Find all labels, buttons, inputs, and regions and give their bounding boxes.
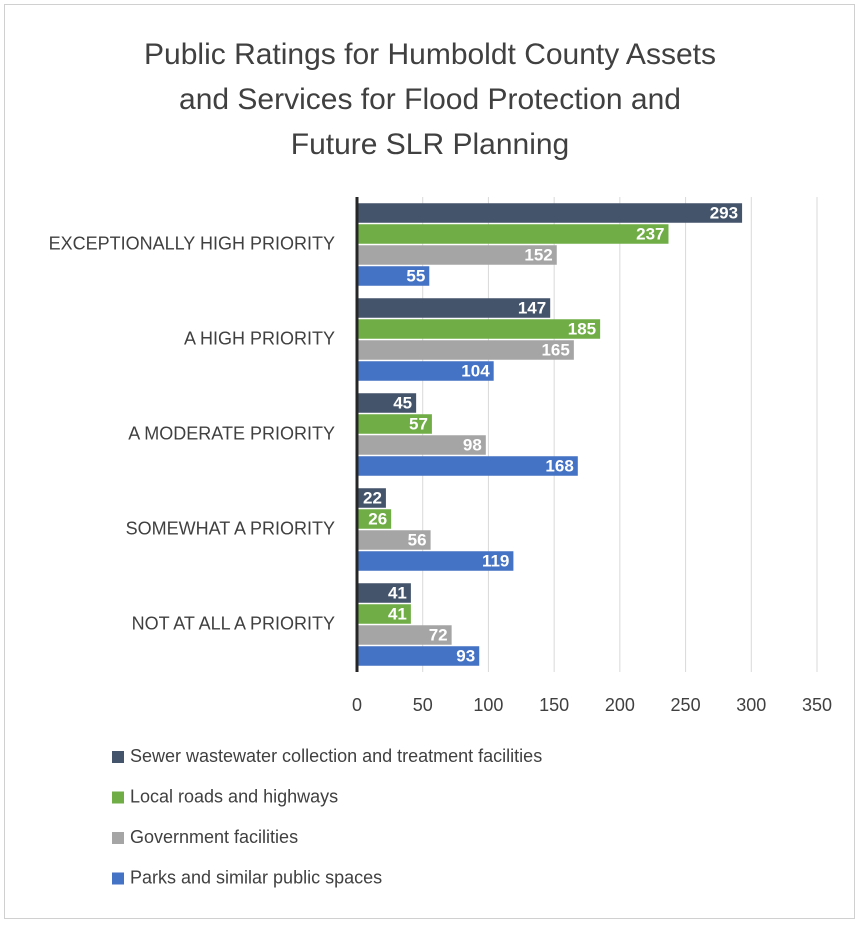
x-tick-label: 100	[473, 695, 503, 715]
x-tick-label: 200	[605, 695, 635, 715]
data-label: 98	[463, 435, 482, 454]
x-tick-label: 350	[802, 695, 832, 715]
data-label: 55	[406, 266, 425, 285]
bar	[357, 551, 514, 571]
bar	[357, 340, 574, 360]
legend-label: Parks and similar public spaces	[130, 867, 382, 887]
data-label: 26	[368, 509, 387, 528]
bar	[357, 266, 430, 286]
legend-swatch	[112, 791, 124, 804]
x-tick-label: 250	[671, 695, 701, 715]
bar	[357, 414, 432, 434]
data-label: 237	[636, 224, 664, 243]
bar	[357, 224, 669, 244]
data-label: 41	[388, 583, 407, 602]
bar	[357, 604, 411, 624]
y-tick-label: EXCEPTIONALLY HIGH PRIORITY	[49, 233, 335, 253]
y-tick-label: A HIGH PRIORITY	[184, 328, 335, 348]
data-label: 165	[541, 340, 569, 359]
data-label: 293	[710, 203, 738, 222]
bar	[357, 245, 557, 265]
data-label: 104	[461, 361, 490, 380]
chart-title: and Services for Flood Protection and	[179, 83, 681, 116]
legend-label: Government facilities	[130, 827, 298, 847]
bar	[357, 583, 411, 603]
data-label: 152	[524, 245, 552, 264]
x-tick-label: 300	[736, 695, 766, 715]
bar	[357, 488, 386, 508]
y-tick-label: SOMEWHAT A PRIORITY	[126, 518, 335, 538]
x-tick-label: 50	[413, 695, 433, 715]
legend-label: Sewer wastewater collection and treatmen…	[130, 746, 542, 766]
legend-swatch	[112, 751, 124, 763]
legend-swatch	[112, 832, 124, 844]
data-label: 147	[518, 298, 546, 317]
data-label: 45	[393, 393, 412, 412]
bar	[357, 298, 551, 318]
bar	[357, 319, 601, 339]
data-label: 185	[568, 319, 596, 338]
bar	[357, 361, 494, 381]
bar	[357, 456, 578, 476]
x-tick-label: 0	[352, 695, 362, 715]
data-label: 56	[408, 530, 427, 549]
x-tick-label: 150	[539, 695, 569, 715]
data-label: 119	[482, 551, 509, 570]
bar	[357, 203, 743, 223]
legend-swatch	[112, 872, 124, 885]
y-tick-label: A MODERATE PRIORITY	[128, 423, 335, 443]
bar	[357, 646, 480, 666]
bar	[357, 530, 431, 550]
data-label: 168	[545, 456, 573, 475]
bar	[357, 625, 452, 645]
bar	[357, 393, 417, 413]
data-label: 22	[363, 488, 382, 507]
data-label: 57	[409, 414, 428, 433]
legend-label: Local roads and highways	[130, 786, 338, 806]
chart-title: Public Ratings for Humboldt County Asset…	[144, 38, 716, 71]
chart-title: Future SLR Planning	[291, 128, 570, 161]
data-label: 72	[429, 625, 448, 644]
bar	[357, 435, 486, 455]
y-tick-label: NOT AT ALL A PRIORITY	[132, 613, 335, 633]
data-label: 93	[456, 646, 475, 665]
bar	[357, 509, 392, 529]
data-label: 41	[388, 604, 407, 623]
